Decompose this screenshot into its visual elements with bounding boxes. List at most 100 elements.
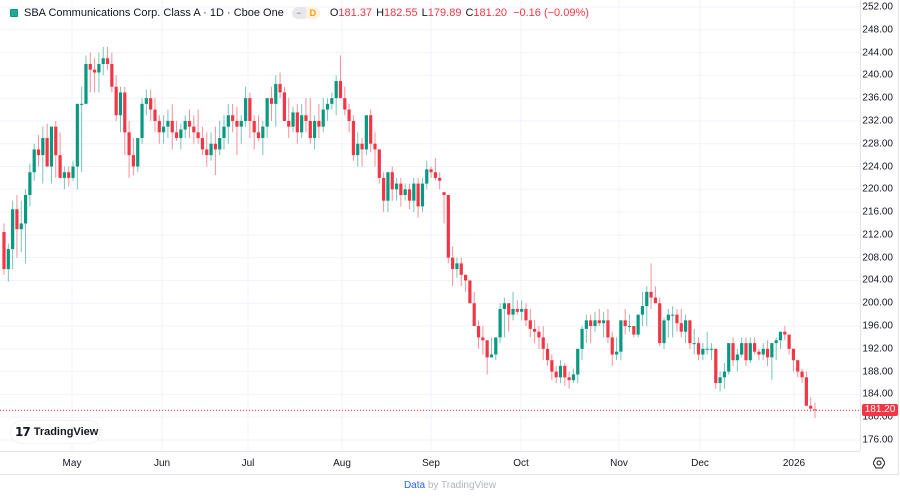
price-tick-label: 236.00 (862, 92, 893, 104)
candle (498, 303, 502, 344)
candle (748, 337, 752, 364)
candle (58, 132, 62, 178)
candle (727, 343, 731, 375)
symbol-title[interactable]: SBA Communications Corp. Class A · 1D · … (24, 7, 284, 19)
candle (494, 337, 498, 361)
candle (597, 308, 601, 327)
minus-icon: − (296, 8, 302, 18)
collapse-legend-button[interactable]: − (291, 7, 306, 19)
candle (623, 308, 627, 335)
candle (312, 115, 317, 150)
candle (696, 337, 701, 361)
candle (679, 308, 683, 338)
time-tick-label: Dec (691, 458, 709, 469)
low-label: L (421, 7, 428, 19)
candle (15, 195, 19, 258)
candle (416, 177, 420, 218)
candle (429, 166, 433, 178)
price-axis[interactable]: 252.00 248.00 244.00 240.00 236.00 232.00 228.… (860, 0, 899, 451)
time-tick-label: Jun (153, 458, 171, 469)
candle (420, 177, 425, 213)
candle (256, 115, 261, 141)
open-value: 181.37 (338, 7, 373, 19)
candle (571, 368, 576, 384)
candle (84, 55, 88, 104)
time-tick-label: Aug (333, 458, 351, 469)
candle (735, 348, 739, 372)
candle (783, 326, 787, 341)
candle (369, 109, 373, 153)
candle (2, 223, 6, 275)
candle (269, 86, 274, 121)
candle (515, 300, 519, 315)
candle (606, 308, 610, 344)
candle (740, 337, 744, 358)
candle (218, 120, 222, 156)
candle (558, 360, 563, 384)
settings-gear-icon[interactable] (873, 457, 885, 469)
candle (243, 86, 248, 127)
candle (459, 257, 463, 287)
candle (45, 123, 49, 167)
candle (32, 143, 36, 181)
tradingview-logo[interactable]: 17 TradingView (10, 420, 101, 444)
time-axis[interactable]: May Jun Jul Aug Sep Oct Nov Dec 2026 (0, 451, 860, 475)
candle (602, 311, 606, 338)
price-tick-label: 192.00 (862, 343, 893, 355)
candle (705, 331, 709, 355)
candle (62, 166, 66, 190)
price-tick-label: 196.00 (862, 320, 893, 332)
candle (649, 263, 653, 309)
price-tick-label: 228.00 (862, 138, 893, 150)
attribution-footer: Data by TradingView (0, 480, 900, 491)
candle (813, 402, 817, 418)
price-tick-label: 248.00 (862, 24, 893, 36)
candle (662, 317, 666, 349)
candle (761, 343, 765, 361)
candle (80, 86, 84, 173)
candle (576, 348, 580, 384)
candle (364, 115, 368, 156)
price-tick-label: 252.00 (862, 1, 893, 13)
candle (41, 126, 45, 184)
delayed-data-badge[interactable]: D (305, 7, 320, 19)
candle (533, 320, 537, 344)
price-tick-label: 184.00 (862, 388, 893, 400)
candle (231, 103, 235, 133)
data-link[interactable]: Data (403, 480, 426, 491)
candle (683, 314, 688, 344)
candle (390, 166, 394, 201)
candle (67, 166, 71, 187)
candle (614, 337, 619, 361)
candle (796, 360, 800, 378)
candle (114, 75, 118, 121)
price-tick-label: 232.00 (862, 115, 893, 127)
close-label: C (465, 7, 474, 19)
open-label: O (329, 7, 339, 19)
candle (54, 120, 58, 178)
candle (524, 303, 528, 327)
candle (205, 132, 209, 167)
candle (304, 98, 308, 133)
candle (110, 52, 114, 93)
candle (640, 291, 645, 327)
candle (753, 337, 757, 355)
price-tick-label: 204.00 (862, 274, 893, 286)
candle (593, 311, 597, 332)
candle (386, 172, 390, 213)
candle (179, 123, 183, 150)
candle (278, 72, 282, 99)
candle (382, 172, 386, 213)
candle (468, 280, 472, 304)
candle (127, 120, 131, 178)
candle (295, 103, 299, 144)
candle (325, 98, 330, 121)
candle (791, 348, 796, 372)
time-tick-label: May (62, 458, 82, 469)
candle (446, 195, 450, 264)
chart-plot-area[interactable] (0, 0, 860, 451)
candle (472, 291, 476, 327)
candle (291, 106, 295, 133)
candle (88, 52, 92, 93)
candle (239, 115, 243, 144)
